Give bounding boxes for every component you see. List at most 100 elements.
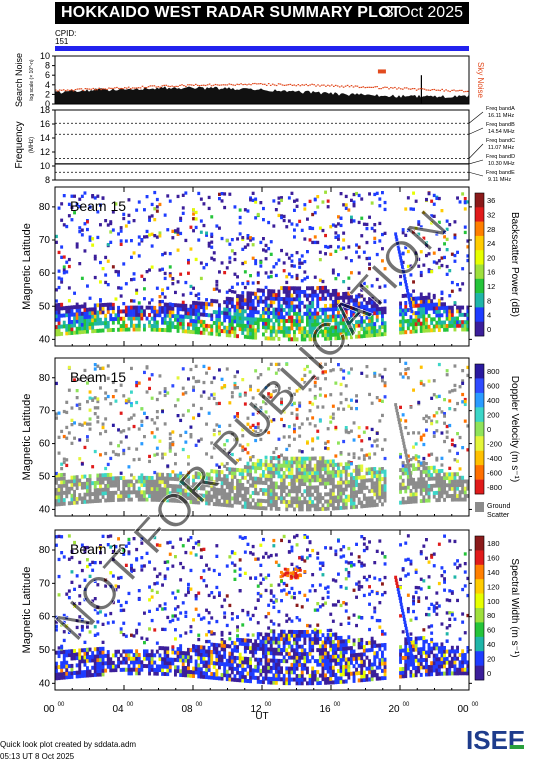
scatter-cell xyxy=(290,456,294,461)
scatter-cell xyxy=(207,241,211,245)
scatter-cell xyxy=(456,483,459,488)
scatter-cell xyxy=(399,482,402,487)
scatter-cell xyxy=(342,321,346,326)
scatter-cell xyxy=(176,605,180,609)
scatter-cell xyxy=(179,673,183,677)
scatter-cell xyxy=(135,327,139,332)
scatter-cell xyxy=(210,240,214,244)
scatter-cell xyxy=(78,457,82,461)
scatter-cell xyxy=(293,437,296,441)
scatter-cell xyxy=(435,429,439,433)
scatter-cell xyxy=(272,418,276,422)
scatter-cell xyxy=(303,478,307,483)
scatter-cell xyxy=(466,448,470,452)
scatter-cell xyxy=(243,270,247,274)
y-tick-label: 12 xyxy=(40,147,50,157)
scatter-cell xyxy=(463,207,467,211)
band-connector xyxy=(468,127,484,135)
scatter-cell xyxy=(199,671,203,675)
sky-noise-point xyxy=(220,84,223,86)
scatter-cell xyxy=(311,376,315,380)
scatter-cell xyxy=(262,314,265,319)
scatter-cell xyxy=(329,303,333,308)
scatter-cell xyxy=(132,272,136,276)
scatter-cell xyxy=(342,280,346,284)
scatter-cell xyxy=(197,471,201,476)
sky-noise-point xyxy=(260,83,262,85)
scatter-cell xyxy=(111,265,115,269)
scatter-cell xyxy=(179,325,183,330)
scatter-cell xyxy=(445,483,449,488)
scatter-cell xyxy=(419,250,423,254)
scatter-cell xyxy=(122,667,126,672)
scatter-cell xyxy=(443,479,446,484)
scatter-cell xyxy=(285,333,289,338)
scatter-cell xyxy=(399,256,403,260)
sky-noise-point xyxy=(126,87,128,89)
scatter-cell xyxy=(161,317,164,322)
scatter-cell xyxy=(432,293,436,298)
scatter-cell xyxy=(300,333,304,338)
search-noise-ylabel-sub: log scale (× 10^-n) xyxy=(29,59,35,100)
scatter-cell xyxy=(443,255,446,260)
scatter-cell xyxy=(55,299,58,303)
scatter-cell xyxy=(148,301,151,305)
sky-noise-point xyxy=(447,90,449,92)
scatter-cell xyxy=(440,483,444,488)
scatter-cell xyxy=(205,452,208,456)
scatter-cell xyxy=(298,304,302,309)
scatter-cell xyxy=(373,236,377,240)
scatter-cell xyxy=(318,460,322,464)
scatter-cell xyxy=(342,466,346,470)
scatter-cell xyxy=(437,328,441,332)
scatter-cell xyxy=(365,453,369,457)
scatter-cell xyxy=(60,313,64,318)
sky-noise-point xyxy=(185,85,187,87)
sky-noise-point xyxy=(331,84,333,86)
scatter-cell xyxy=(122,316,126,321)
scatter-cell xyxy=(96,611,100,615)
scatter-cell xyxy=(78,406,82,411)
scatter-cell xyxy=(132,277,136,281)
scatter-cell xyxy=(293,322,296,327)
scatter-cell xyxy=(256,324,260,329)
scatter-cell xyxy=(137,235,141,239)
scatter-cell xyxy=(197,475,201,480)
scatter-cell xyxy=(166,310,170,314)
scatter-cell xyxy=(290,403,294,407)
scatter-cell xyxy=(339,462,343,467)
scatter-cell xyxy=(184,329,188,334)
scatter-cell xyxy=(158,306,162,310)
scatter-cell xyxy=(406,482,410,486)
scatter-cell xyxy=(246,465,250,470)
scatter-cell xyxy=(427,306,431,311)
scatter-cell xyxy=(456,320,459,325)
scatter-cell xyxy=(306,293,309,298)
scatter-cell xyxy=(427,192,431,196)
scatter-cell xyxy=(187,662,190,667)
scatter-cell xyxy=(104,653,108,658)
scatter-cell xyxy=(337,215,340,219)
scatter-cell xyxy=(249,384,252,388)
scatter-cell xyxy=(233,666,237,671)
scatter-cell xyxy=(158,479,162,484)
scatter-cell xyxy=(311,315,315,320)
scatter-cell xyxy=(83,302,87,306)
scatter-cell xyxy=(274,371,278,375)
sky-noise-point xyxy=(279,83,282,85)
scatter-cell xyxy=(158,668,162,673)
scatter-cell xyxy=(334,329,338,333)
scatter-cell xyxy=(78,315,82,320)
scatter-cell xyxy=(75,302,79,306)
scatter-cell xyxy=(119,226,123,230)
colorbar-tick-label: 400 xyxy=(487,396,500,405)
scatter-cell xyxy=(339,382,343,387)
scatter-cell xyxy=(137,305,141,310)
scatter-cell xyxy=(282,410,286,414)
scatter-cell xyxy=(277,474,281,479)
scatter-cell xyxy=(287,311,291,316)
scatter-cell xyxy=(88,311,92,316)
scatter-cell xyxy=(419,270,423,275)
scatter-cell xyxy=(148,215,151,219)
scatter-cell xyxy=(88,647,92,652)
